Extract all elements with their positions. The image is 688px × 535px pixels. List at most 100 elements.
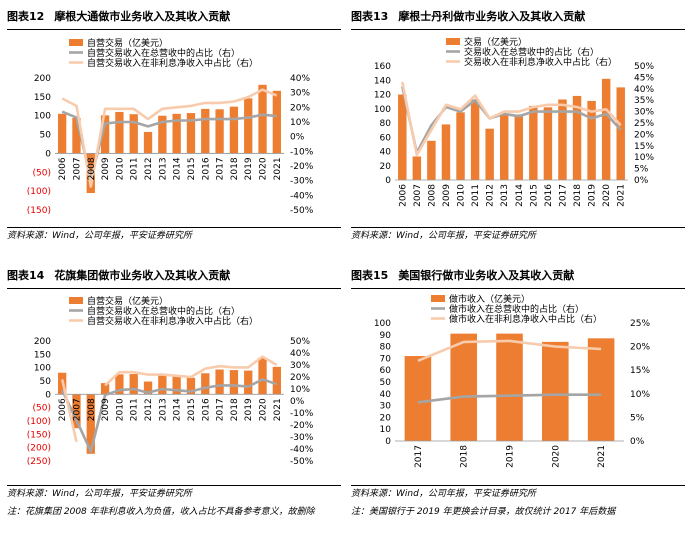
bar <box>587 100 596 180</box>
left-axis-tick: 60 <box>380 133 392 143</box>
right-axis-tick: 40% <box>290 349 310 359</box>
chart-panel-jpmorgan: 图表12 摩根大通做市业务收入及其收入贡献 200 150 100 50 0 (50) (10… <box>7 8 341 244</box>
left-axis-tick: (50) <box>33 404 51 414</box>
note-text: 注：花旗集团 2008 年非利息收入为负值，收入占比不具备参考意义，故删除 <box>7 507 315 517</box>
category-label: 2019 <box>506 445 516 468</box>
bar <box>450 333 477 441</box>
right-axis-tick: -20% <box>290 162 314 172</box>
category-label: 2014 <box>515 184 525 207</box>
left-axis-tick: 40 <box>380 148 392 158</box>
category-label: 2012 <box>144 157 154 180</box>
legend-swatch <box>69 39 83 46</box>
right-axis-tick: -50% <box>290 206 314 216</box>
chart-panel-morganstanley: 图表13 摩根士丹利做市业务收入及其收入贡献 160 140 120 100 80 60 40… <box>351 8 685 244</box>
left-axis-tick: 0 <box>45 390 51 400</box>
category-label: 2020 <box>259 157 269 180</box>
panel-label: 图表14 <box>7 269 45 282</box>
category-label: 2018 <box>573 184 583 207</box>
legend-label: 做市收入在总营收中的占比（右） <box>449 303 584 315</box>
source-rule <box>7 227 341 228</box>
right-axis-tick: 10% <box>290 385 310 395</box>
left-axis-tick: 40 <box>380 390 392 400</box>
right-axis-tick: 15% <box>630 366 650 376</box>
left-axis-tick: 70 <box>380 354 392 364</box>
title-rule <box>351 29 685 30</box>
bar <box>244 98 253 154</box>
left-axis-tick: (100) <box>27 417 51 427</box>
left-axis-tick: 150 <box>34 350 51 360</box>
legend-swatch <box>69 297 83 304</box>
title-rule <box>351 288 685 289</box>
left-axis-tick: (150) <box>27 206 51 216</box>
category-label: 2007 <box>72 157 82 180</box>
category-label: 2017 <box>216 157 226 180</box>
category-label: 2007 <box>413 184 423 207</box>
right-axis-tick: 25% <box>634 119 654 129</box>
source-text: 资料来源：Wind，公司年报，平安证券研究所 <box>351 489 536 499</box>
left-axis-tick: 160 <box>374 62 391 72</box>
bar <box>470 99 480 180</box>
source-rule <box>7 485 341 486</box>
bar <box>272 366 281 395</box>
left-axis-tick: 100 <box>374 319 391 329</box>
left-axis-tick: 200 <box>34 337 51 347</box>
right-axis-tick: 10% <box>630 390 650 400</box>
bar <box>186 377 196 395</box>
legend-label: 交易（亿美元） <box>464 36 527 48</box>
category-label: 2015 <box>187 398 197 421</box>
right-axis-tick: 20% <box>290 103 310 113</box>
bar <box>441 124 451 180</box>
right-axis-tick: 40% <box>634 85 654 95</box>
left-axis-tick: 90 <box>380 331 392 341</box>
left-axis-tick: 80 <box>380 343 392 353</box>
bar <box>72 394 81 429</box>
category-label: 2010 <box>115 398 125 421</box>
right-axis-tick: -10% <box>290 147 314 157</box>
source-text: 资料来源：Wind，公司年报，平安证券研究所 <box>7 231 192 241</box>
right-axis-tick: 10% <box>290 118 310 128</box>
left-axis-tick: 0 <box>45 149 51 159</box>
bar <box>514 114 524 180</box>
left-axis-tick: (250) <box>27 457 51 467</box>
series-line <box>417 339 602 363</box>
legend-label: 自营交易（亿美元） <box>87 37 168 49</box>
category-label: 2008 <box>87 398 97 421</box>
note-text: 注：美国银行于 2019 年更换会计目录，故仅统计 2017 年后数据 <box>351 507 616 517</box>
left-axis-tick: 0 <box>385 176 391 186</box>
right-axis-tick: 30% <box>634 108 654 118</box>
series-line <box>61 88 278 188</box>
bar <box>129 374 138 395</box>
category-label: 2011 <box>471 184 481 207</box>
left-axis-tick: 120 <box>374 91 391 101</box>
bar <box>229 106 239 154</box>
right-axis-tick: 50% <box>634 62 654 72</box>
chart-morganstanley: 16014012010080604020050%45%40%35%30%25%2… <box>374 36 655 207</box>
category-label: 2017 <box>216 398 226 421</box>
right-axis-tick: 0% <box>290 397 305 407</box>
right-axis-tick: 0% <box>290 133 305 143</box>
panel-label: 图表13 <box>351 10 389 23</box>
category-label: 2014 <box>173 157 183 180</box>
title-rule <box>7 29 341 30</box>
left-axis-tick: 100 <box>34 364 51 374</box>
right-axis-tick: -50% <box>290 457 314 467</box>
legend-label: 自营交易收入在非利息净收入中占比（右） <box>87 57 258 69</box>
category-label: 2012 <box>144 398 154 421</box>
left-axis-tick: 20 <box>380 162 392 172</box>
bar <box>499 114 509 180</box>
bar <box>427 140 436 180</box>
category-label: 2019 <box>244 398 254 421</box>
category-label: 2011 <box>130 157 140 180</box>
right-axis-tick: 20% <box>630 343 650 353</box>
series-line <box>401 81 622 157</box>
left-axis-tick: 100 <box>374 105 391 115</box>
bar <box>456 112 465 180</box>
category-label: 2019 <box>588 184 598 207</box>
panel-title: 图表12 摩根大通做市业务收入及其收入贡献 <box>7 8 341 26</box>
left-axis-tick: 20 <box>380 413 392 423</box>
category-label: 2020 <box>259 398 269 421</box>
bar <box>72 117 81 154</box>
right-axis-tick: 50% <box>290 337 310 347</box>
left-axis-tick: 100 <box>34 112 51 122</box>
left-axis-tick: 50 <box>380 378 392 388</box>
